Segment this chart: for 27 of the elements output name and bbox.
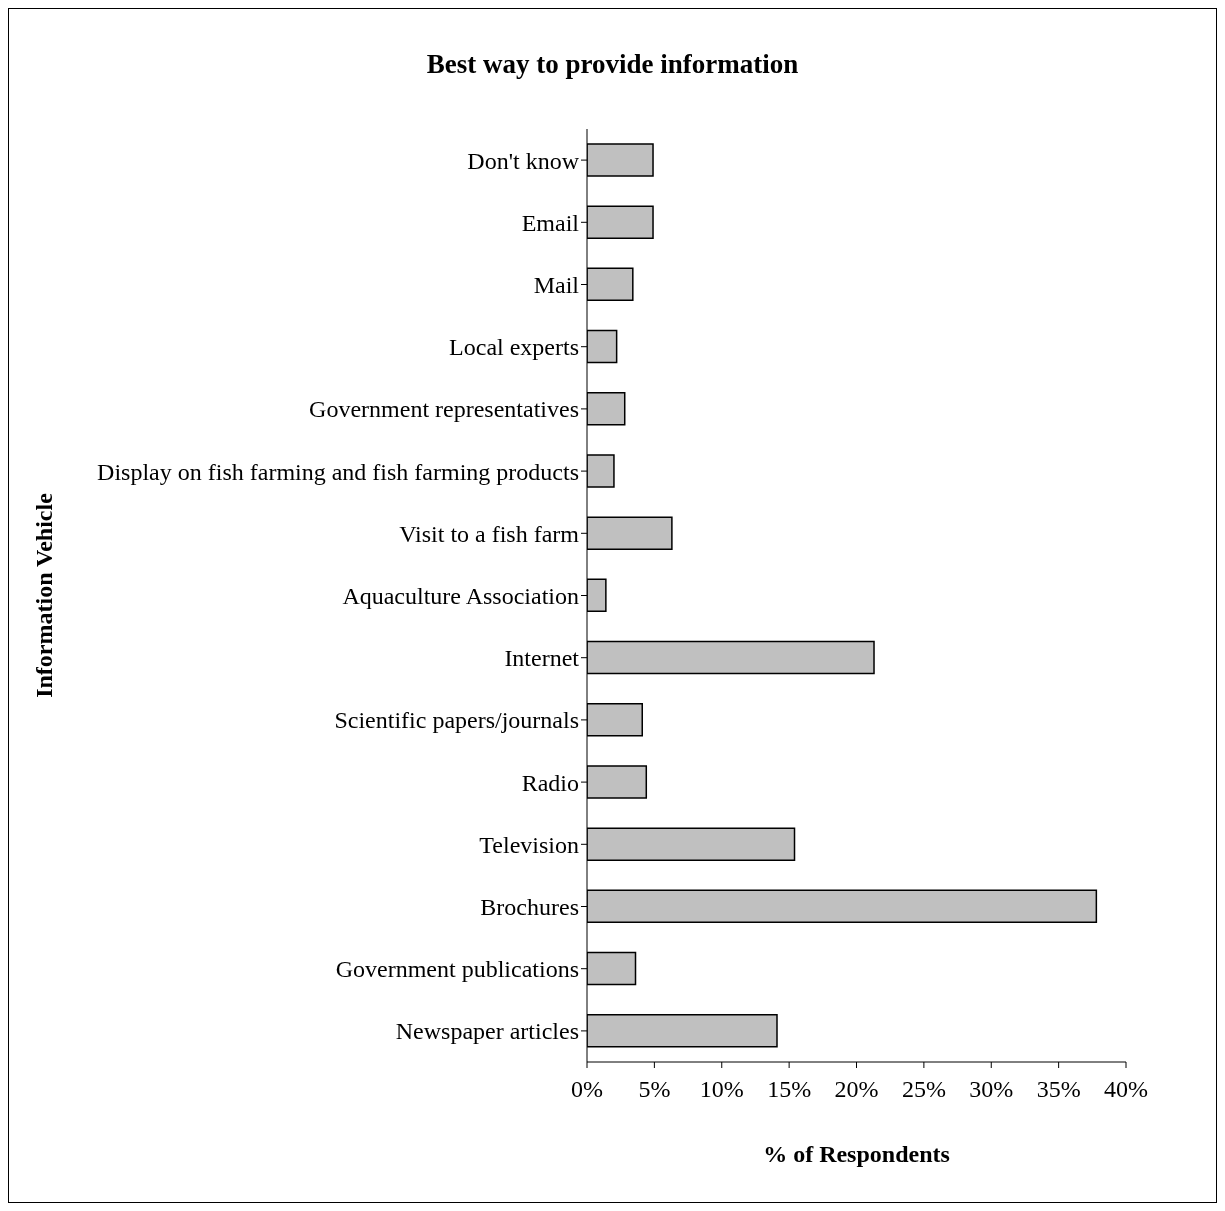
x-tick-label: 40% bbox=[1104, 1076, 1148, 1103]
x-tick-label: 30% bbox=[969, 1076, 1014, 1103]
x-tick-label: 20% bbox=[834, 1076, 879, 1103]
y-tick-label: Visit to a fish farm bbox=[399, 520, 580, 547]
y-tick-label: Internet bbox=[504, 645, 580, 672]
x-axis-title: % of Respondents bbox=[763, 1141, 950, 1167]
y-tick-label: Scientific papers/journals bbox=[334, 707, 579, 734]
x-tick-label: 25% bbox=[901, 1076, 946, 1103]
x-tick-label: 5% bbox=[638, 1076, 671, 1103]
y-tick-label: Mail bbox=[533, 272, 580, 299]
y-tick-label: Local experts bbox=[449, 334, 579, 361]
y-tick-label: Government publications bbox=[335, 956, 579, 983]
x-tick-label: 10% bbox=[699, 1076, 744, 1103]
x-tick-label: 15% bbox=[767, 1076, 812, 1103]
y-tick-label: Television bbox=[479, 831, 579, 858]
x-tick-label: 35% bbox=[1036, 1076, 1081, 1103]
y-tick-label: Radio bbox=[521, 769, 579, 796]
y-tick-label: Don't know bbox=[467, 147, 580, 174]
y-tick-label: Display on fish farming and fish farming products bbox=[97, 458, 579, 485]
y-axis-title: Information Vehicle bbox=[30, 492, 57, 698]
y-tick-label: Aquaculture Association bbox=[342, 583, 579, 610]
x-tick-label: 0% bbox=[571, 1076, 603, 1103]
chart-title: Best way to provide information bbox=[425, 49, 800, 80]
y-tick-label: Newspaper articles bbox=[395, 1018, 579, 1045]
y-tick-label: Government representatives bbox=[309, 396, 579, 423]
y-tick-label: Brochures bbox=[480, 894, 579, 921]
y-tick-label: Email bbox=[521, 209, 580, 236]
